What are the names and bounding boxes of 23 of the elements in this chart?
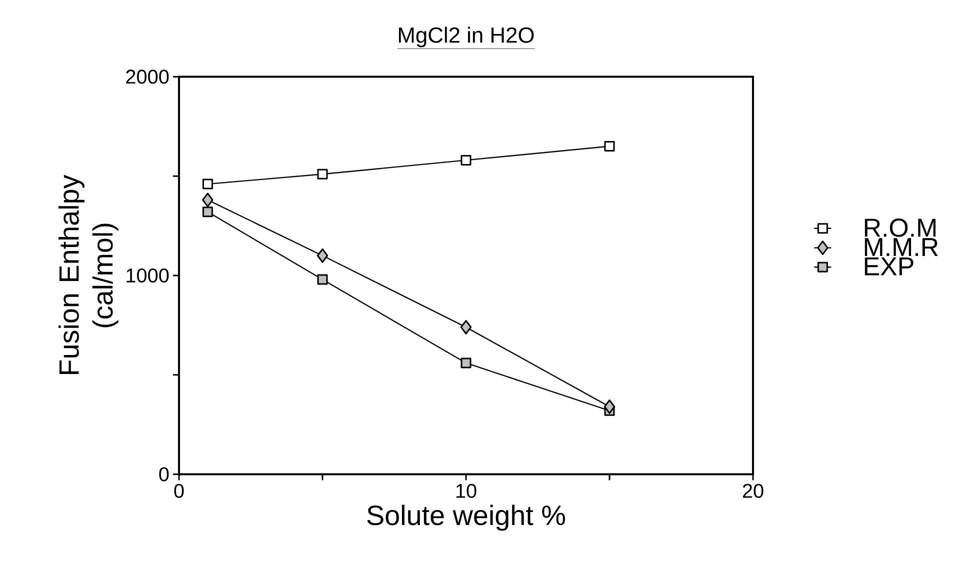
x-tick-label: 20	[742, 484, 764, 498]
y-axis-title: Fusion Enthalpy (cal/mol)	[58, 174, 118, 374]
point	[202, 178, 213, 190]
point	[604, 399, 616, 414]
x-tick-label: 10	[456, 484, 476, 498]
y-tick-label: 0	[159, 467, 169, 482]
y-tick-label: 2000	[126, 70, 169, 84]
legend-label: M.M.R	[864, 238, 938, 256]
x-tick-label: 0	[174, 484, 184, 498]
point	[317, 168, 328, 180]
legend-label: EXP	[864, 257, 914, 276]
point	[460, 154, 472, 166]
point	[460, 320, 472, 334]
y-tick-label: 1000	[126, 268, 169, 283]
legend-label: R.O.M	[864, 218, 936, 237]
point	[317, 274, 328, 285]
point	[460, 358, 472, 368]
point	[202, 192, 214, 208]
point	[202, 206, 213, 218]
point	[316, 248, 328, 263]
x-axis-title: Solute weight %	[367, 504, 565, 531]
chart-title: MgCl2 in H2O	[398, 26, 534, 48]
point	[604, 141, 615, 152]
